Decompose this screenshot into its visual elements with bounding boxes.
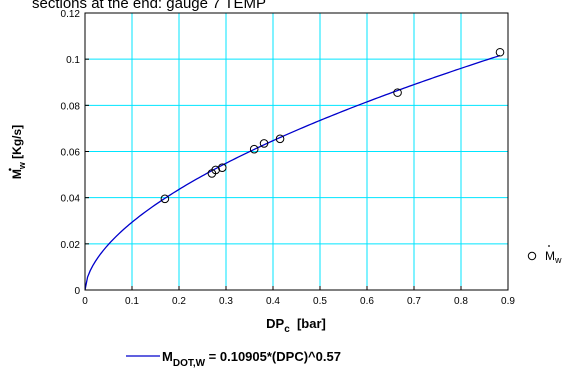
grid [85, 13, 508, 290]
data-point [217, 163, 227, 172]
y-tick-label: 0.08 [61, 101, 81, 112]
y-tick-label: 0.04 [61, 194, 81, 205]
x-tick-label: 0.5 [313, 296, 327, 307]
legend-fit-label: MDOT,W = 0.10905*(DPC)^0.57 [162, 349, 341, 369]
x-tick-label: 0.9 [501, 296, 515, 307]
x-tick-label: 0.8 [454, 296, 468, 307]
x-tick-label: 0.6 [360, 296, 374, 307]
x-axis-label: DPc [bar] [266, 316, 326, 335]
fit-curve [85, 54, 501, 290]
y-label-dot [8, 168, 12, 171]
data-point [393, 88, 402, 97]
data-point [160, 194, 170, 204]
legend-series-label: Mw [545, 249, 562, 265]
x-tick-label: 0 [82, 296, 88, 307]
y-axis-label: Mw [Kg/s] [10, 125, 27, 179]
y-tick-label: 0.12 [61, 9, 81, 20]
data-point [259, 139, 269, 148]
data-point [275, 134, 285, 144]
legend-marker [527, 251, 537, 261]
legend-series: Mw [527, 245, 562, 265]
legend-dot [548, 245, 550, 247]
y-tick-label: 0.1 [66, 55, 80, 66]
data-point [495, 47, 505, 57]
y-tick-label: 0.06 [61, 148, 81, 159]
x-tick-label: 0.1 [125, 296, 139, 307]
y-tick-labels: 0 0.02 0.04 0.06 0.08 0.1 0.12 [61, 9, 81, 297]
data-point [249, 144, 259, 154]
y-tick-label: 0.02 [61, 240, 81, 251]
x-tick-labels: 0 0.1 0.2 0.3 0.4 0.5 0.6 0.7 0.8 0.9 [82, 296, 515, 307]
x-tick-label: 0.2 [172, 296, 186, 307]
legend-fit: MDOT,W = 0.10905*(DPC)^0.57 [126, 349, 341, 369]
x-tick-label: 0.7 [407, 296, 421, 307]
page-top-text: sections at the end: gauge 7 TEMP [32, 0, 267, 12]
y-tick-label: 0 [74, 286, 80, 297]
x-tick-label: 0.3 [219, 296, 233, 307]
x-tick-label: 0.4 [266, 296, 280, 307]
